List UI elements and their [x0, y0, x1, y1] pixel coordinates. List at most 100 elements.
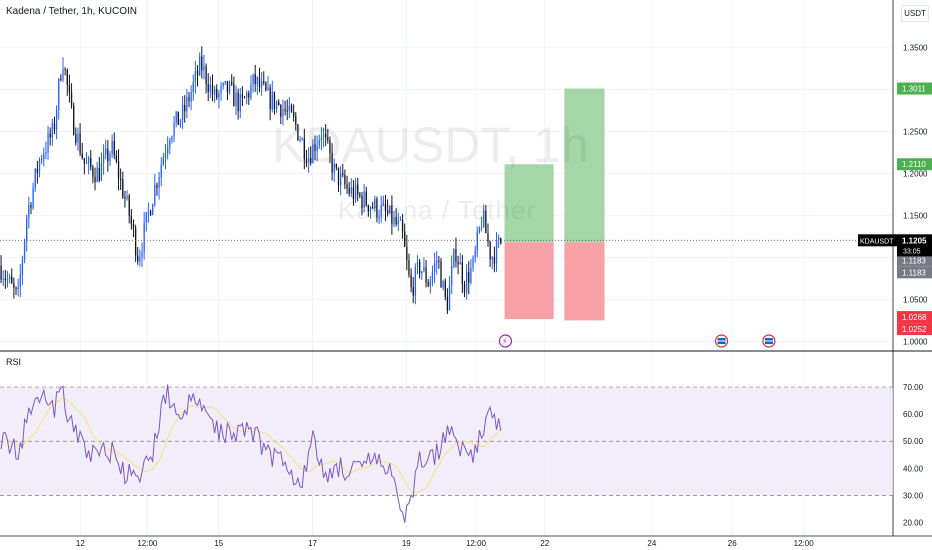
candle	[26, 218, 28, 241]
candle	[115, 155, 118, 161]
candle	[30, 205, 32, 208]
candle	[425, 267, 427, 283]
candle	[235, 92, 237, 107]
candle	[331, 153, 333, 173]
candle	[446, 297, 449, 311]
candle	[455, 249, 457, 262]
candle	[401, 219, 404, 232]
candle	[100, 163, 103, 181]
candle	[465, 272, 468, 293]
candle	[431, 271, 434, 282]
candle	[139, 257, 141, 262]
candle	[344, 174, 346, 185]
candle	[461, 262, 464, 285]
candle	[376, 198, 378, 218]
candle	[352, 187, 355, 200]
candle	[463, 284, 466, 293]
candle	[265, 83, 267, 91]
candle	[386, 210, 389, 214]
candle	[333, 164, 335, 173]
candle	[53, 123, 56, 130]
candle	[190, 91, 192, 102]
candle	[421, 271, 423, 274]
candle	[102, 154, 105, 164]
candle	[119, 178, 122, 180]
candle	[184, 105, 186, 112]
symbol-title[interactable]: Kadena / Tether, 1h, KUCOIN	[6, 6, 138, 17]
candle	[186, 96, 188, 112]
countdown-label: 33:05	[903, 248, 921, 255]
candle	[181, 105, 184, 120]
candle	[68, 85, 71, 93]
candle	[111, 141, 113, 154]
candle	[472, 257, 474, 268]
position-profit-zone[interactable]	[504, 164, 554, 243]
candle	[81, 153, 83, 159]
candle	[408, 260, 410, 275]
candle	[218, 92, 220, 98]
candle	[327, 137, 329, 141]
candle	[303, 138, 305, 159]
candle	[436, 260, 438, 264]
candle	[453, 249, 455, 267]
rsi-tick-label: 30.00	[903, 491, 924, 500]
price-tick-label: 1.0500	[903, 296, 928, 305]
candle	[474, 250, 476, 258]
position-stop-zone[interactable]	[504, 242, 554, 320]
watermark-symbol: KDAUSDT, 1h	[272, 117, 589, 173]
candle	[34, 168, 36, 188]
candle	[98, 167, 100, 181]
currency-button[interactable]: USDT	[901, 5, 929, 22]
candle	[393, 217, 395, 225]
candle	[122, 179, 124, 198]
candle	[4, 278, 7, 281]
candle	[367, 205, 370, 212]
candle	[60, 78, 62, 80]
candle	[23, 240, 26, 260]
candle	[66, 70, 68, 86]
rsi-tick-label: 40.00	[903, 464, 924, 473]
rsi-title[interactable]: RSI	[6, 357, 22, 367]
candle	[346, 184, 348, 188]
candle	[382, 203, 385, 205]
candle	[85, 162, 88, 164]
candle	[314, 144, 316, 152]
price-label-stop-a: 1.0268	[902, 313, 927, 322]
candle	[141, 251, 143, 258]
price-label-stop-a-bg	[897, 311, 932, 324]
candle	[220, 86, 222, 93]
position-profit-zone[interactable]	[564, 88, 605, 243]
candle	[438, 260, 440, 262]
position-stop-zone[interactable]	[564, 242, 605, 321]
rsi-tick-label: 60.00	[903, 410, 924, 419]
time-tick-label: 12:00	[137, 539, 158, 548]
lightning-icon[interactable]	[498, 334, 513, 348]
candle	[442, 280, 444, 288]
candle	[109, 153, 111, 162]
candle	[105, 148, 107, 155]
candle	[226, 81, 229, 93]
candle	[143, 222, 145, 252]
candle	[416, 261, 419, 267]
candle	[459, 262, 461, 265]
candle	[380, 204, 382, 217]
candle	[173, 122, 175, 137]
candle	[267, 87, 269, 91]
candle	[164, 153, 167, 158]
candle	[427, 282, 429, 287]
candle	[241, 94, 244, 98]
candle	[493, 257, 496, 264]
candle	[485, 210, 487, 234]
price-tick-label: 1.2000	[903, 169, 928, 178]
candle	[263, 81, 265, 84]
candle	[483, 210, 485, 227]
candle	[0, 265, 2, 280]
candle	[378, 216, 380, 218]
current-symbol-tag-bg	[858, 234, 897, 247]
rsi-tick-label: 70.00	[903, 383, 924, 392]
candle	[280, 105, 282, 117]
candle	[45, 152, 47, 154]
candle	[389, 205, 391, 214]
time-tick-label: 12:00	[466, 539, 487, 548]
